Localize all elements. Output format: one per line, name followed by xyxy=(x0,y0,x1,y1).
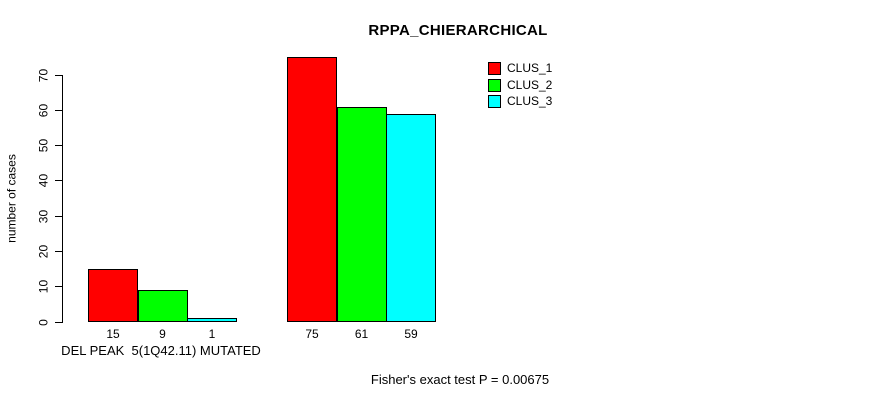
legend-label-clus-3: CLUS_3 xyxy=(507,94,553,108)
bar-clus_3-group2 xyxy=(386,113,436,322)
legend-label-clus-2: CLUS_2 xyxy=(507,77,553,92)
bar-clus_1-group1 xyxy=(88,269,138,322)
y-tick xyxy=(55,180,62,182)
y-tick-label: 50 xyxy=(36,138,51,153)
bar-value-label: 15 xyxy=(106,327,120,341)
y-tick-label: 60 xyxy=(36,103,51,117)
y-tick xyxy=(55,109,62,111)
y-axis-line xyxy=(62,75,63,323)
y-tick-label: 10 xyxy=(36,280,51,294)
legend-label-clus-1: CLUS_1 xyxy=(507,61,553,75)
legend-swatch-clus-2 xyxy=(488,78,501,92)
legend-item-clus-1: CLUS_1 xyxy=(488,62,552,75)
y-tick xyxy=(55,286,62,288)
y-tick-label: 70 xyxy=(36,68,51,82)
y-tick xyxy=(55,215,62,217)
legend-item-clus-3: CLUS_3 xyxy=(488,95,552,108)
legend-swatch-clus-1 xyxy=(488,62,501,75)
x-axis-label: DEL PEAK 5(1Q42.11) MUTATED xyxy=(61,343,261,358)
bar-clus_1-group2 xyxy=(287,57,337,322)
legend: CLUS_1 CLUS_2 CLUS_3 xyxy=(488,62,552,112)
bar-clus_2-group1 xyxy=(137,290,188,322)
bar-value-label: 1 xyxy=(208,327,216,341)
y-tick-label: 30 xyxy=(36,209,51,223)
y-axis-label: number of cases xyxy=(4,154,19,243)
bar-value-label: 61 xyxy=(354,327,369,341)
stat-note: Fisher's exact test P = 0.00675 xyxy=(370,372,550,387)
y-tick-label: 20 xyxy=(36,244,51,259)
bar-value-label: 59 xyxy=(404,327,418,341)
chart-title: RPPA_CHIERARCHICAL xyxy=(368,22,548,39)
bar-value-label: 75 xyxy=(305,327,319,341)
bar-clus_3-group1 xyxy=(187,318,237,322)
bar-clus_2-group2 xyxy=(336,106,387,322)
y-tick xyxy=(55,250,62,252)
y-tick xyxy=(55,145,62,147)
y-tick-label: 0 xyxy=(36,318,51,326)
legend-item-clus-2: CLUS_2 xyxy=(488,77,553,92)
y-tick xyxy=(55,74,62,76)
legend-swatch-clus-3 xyxy=(488,95,501,108)
y-tick xyxy=(55,321,62,323)
bar-value-label: 9 xyxy=(159,327,166,341)
y-tick-label: 40 xyxy=(36,174,51,188)
